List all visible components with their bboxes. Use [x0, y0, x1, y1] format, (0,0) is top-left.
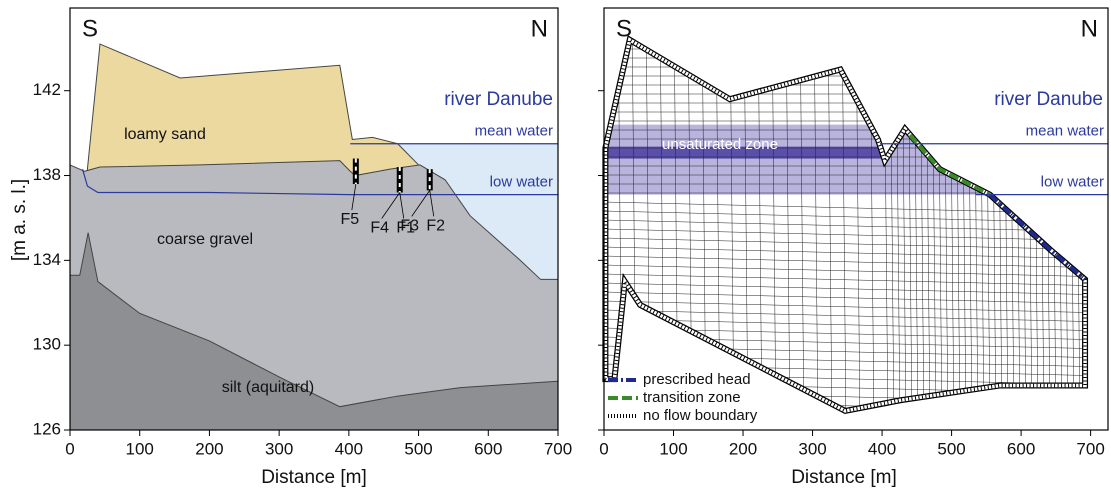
water-label: low water	[1041, 174, 1104, 191]
mesh-line	[605, 237, 1086, 251]
mesh-line	[605, 255, 1086, 269]
x-tick-label: 700	[544, 439, 572, 458]
x-tick-label: 300	[798, 439, 826, 458]
zone-label: unsaturated zone	[662, 136, 778, 153]
water-label: low water	[490, 174, 553, 191]
mesh-line	[827, 39, 833, 411]
panel: mean water low water unsaturated zone presc…	[598, 7, 1109, 488]
plot-area	[70, 43, 558, 430]
x-tick-label: 200	[195, 439, 223, 458]
well-label: F4	[370, 220, 389, 237]
leader	[399, 192, 405, 219]
mesh-line	[605, 264, 1086, 278]
legend-label: prescribed head	[643, 371, 751, 388]
y-tick-label: 134	[33, 250, 61, 269]
water-label: mean water	[1026, 123, 1104, 140]
y-tick-label: 126	[33, 419, 61, 438]
corner-label: N	[1081, 15, 1098, 42]
y-tick-label: 138	[33, 165, 61, 184]
mesh-line	[605, 282, 1086, 296]
legend-label: transition zone	[643, 389, 741, 406]
frame	[69, 7, 559, 431]
y-tick-label: 130	[33, 335, 61, 354]
leader	[381, 192, 401, 219]
corner-label: N	[531, 15, 548, 42]
legend-label: no flow boundary	[643, 407, 758, 424]
leader	[429, 190, 435, 217]
panel: loamy sand coarse gravel silt (aquitard) me…	[9, 7, 572, 488]
boundary	[908, 133, 991, 197]
mesh-line	[1094, 8, 1098, 430]
mesh-line	[605, 300, 1086, 314]
layer-label: silt (aquitard)	[222, 379, 314, 396]
corner-label: S	[82, 15, 98, 42]
well-label: F1	[396, 220, 415, 237]
x-tick-label: 500	[937, 439, 965, 458]
x-tick-label: 100	[659, 439, 687, 458]
corner-label: S	[616, 15, 632, 42]
x-tick-label: 700	[1076, 439, 1104, 458]
water-level	[81, 168, 558, 196]
x-tick-label: 400	[868, 439, 896, 458]
x-axis-label: Distance [m]	[261, 467, 367, 488]
mesh-line	[605, 246, 1086, 260]
leader	[351, 183, 357, 211]
layer-label: loamy sand	[124, 126, 206, 143]
no-flow-boundary-x	[603, 37, 1087, 413]
x-tick-label: 100	[126, 439, 154, 458]
well-label: F5	[340, 211, 359, 228]
well-label: F2	[426, 218, 445, 235]
leader	[411, 190, 431, 217]
y-axis-label: [m a. s. l.]	[9, 179, 30, 261]
x-tick-label: 500	[404, 439, 432, 458]
mesh-line	[605, 273, 1086, 287]
layer-label: coarse gravel	[157, 231, 253, 248]
river-label: river Danube	[444, 89, 553, 110]
mesh-line	[605, 309, 1086, 323]
x-axis-label: Distance [m]	[791, 467, 897, 488]
x-tick-label: 0	[65, 439, 74, 458]
zone-core	[605, 146, 884, 159]
mesh-line	[605, 318, 1086, 332]
boundary	[988, 193, 1087, 281]
mesh-line	[604, 427, 1108, 439]
mesh-line	[605, 291, 1086, 305]
x-tick-label: 0	[599, 439, 608, 458]
layer	[70, 232, 558, 430]
y-tick-label: 142	[33, 80, 61, 99]
x-tick-label: 200	[729, 439, 757, 458]
mesh-line	[605, 228, 1086, 242]
x-tick-label: 400	[335, 439, 363, 458]
water-label: mean water	[475, 123, 553, 140]
frame	[603, 7, 1109, 431]
mesh-line	[1088, 8, 1092, 430]
x-tick-label: 600	[1007, 439, 1035, 458]
river-label: river Danube	[994, 89, 1103, 110]
x-tick-label: 300	[265, 439, 293, 458]
mesh-line	[1100, 8, 1104, 430]
mesh-line	[605, 219, 1086, 233]
well-label: F3	[400, 218, 419, 235]
x-tick-label: 600	[474, 439, 502, 458]
